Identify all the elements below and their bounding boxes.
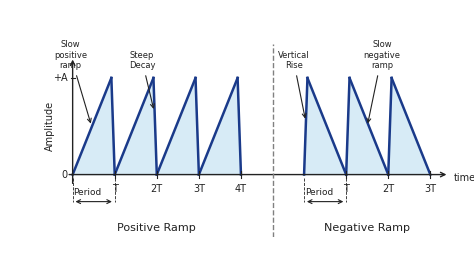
- Text: 2T: 2T: [382, 184, 394, 194]
- Polygon shape: [199, 78, 241, 174]
- Text: 0: 0: [62, 169, 68, 180]
- Text: T: T: [112, 184, 118, 194]
- Text: Sawtooth Waveforms: Sawtooth Waveforms: [137, 14, 337, 32]
- Polygon shape: [157, 78, 199, 174]
- Text: Period: Period: [73, 188, 102, 197]
- Text: T: T: [343, 184, 349, 194]
- Text: Steep
Decay: Steep Decay: [129, 51, 155, 108]
- Text: 3T: 3T: [193, 184, 205, 194]
- Text: Positive Ramp: Positive Ramp: [118, 223, 196, 233]
- Text: time: time: [454, 173, 474, 184]
- Polygon shape: [115, 78, 157, 174]
- Text: 3T: 3T: [424, 184, 437, 194]
- Polygon shape: [73, 78, 115, 174]
- Polygon shape: [388, 78, 430, 174]
- Text: Amplitude: Amplitude: [45, 101, 55, 151]
- Text: 4T: 4T: [235, 184, 247, 194]
- Polygon shape: [346, 78, 388, 174]
- Text: Period: Period: [305, 188, 333, 197]
- Text: Slow
negative
ramp: Slow negative ramp: [364, 41, 401, 122]
- Text: Slow
positive
ramp: Slow positive ramp: [54, 41, 91, 123]
- Polygon shape: [304, 78, 346, 174]
- Text: Vertical
Rise: Vertical Rise: [278, 51, 310, 118]
- Text: Negative Ramp: Negative Ramp: [324, 223, 410, 233]
- Text: +A: +A: [53, 73, 68, 83]
- Text: 2T: 2T: [151, 184, 163, 194]
